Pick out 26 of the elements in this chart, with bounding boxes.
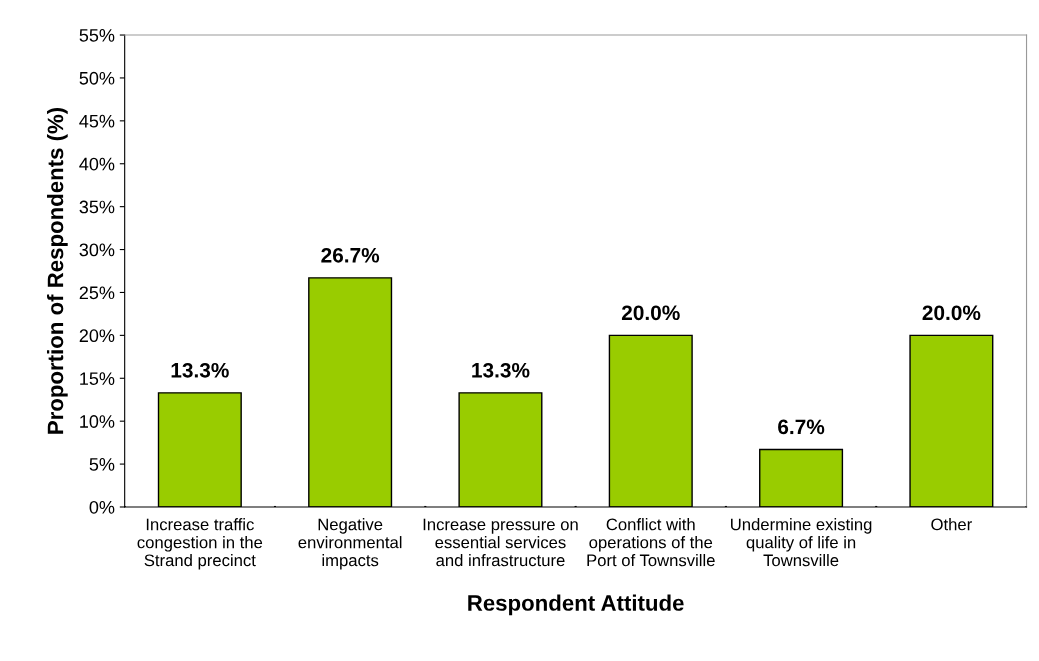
- x-tick-label: Conflict with operations of the Port of Townsville: [587, 518, 715, 567]
- y-tick-label: 45%: [79, 114, 115, 128]
- x-tick-label: Increase traffic congestion in the Strand precinct: [137, 518, 263, 570]
- y-tick-label: 40%: [79, 157, 115, 171]
- y-tick-label: 30%: [79, 243, 115, 257]
- data-label: 20.0%: [922, 305, 981, 321]
- x-tick-label: Other: [931, 518, 972, 531]
- y-tick-label: 25%: [79, 286, 115, 300]
- data-label: 6.7%: [778, 419, 825, 435]
- y-tick-label: 50%: [79, 71, 115, 85]
- data-label: 13.3%: [171, 362, 229, 378]
- y-tick-label: 5%: [89, 458, 115, 471]
- y-axis-title: Proportion of Respondents (%): [46, 107, 68, 434]
- x-tick-label: Undermine existing quality of life in Townsville: [731, 518, 872, 567]
- x-tick-label: Negative environmental impacts: [298, 518, 402, 570]
- x-tick-label: Increase pressure on essential services and infrastructure: [423, 518, 578, 567]
- y-tick-label: 0%: [89, 500, 115, 514]
- y-tick-label: 55%: [79, 29, 115, 42]
- y-tick-label: 20%: [79, 329, 115, 343]
- x-axis-title: Respondent Attitude: [468, 594, 684, 616]
- data-label: 20.0%: [621, 305, 680, 321]
- data-label: 13.3%: [472, 362, 530, 378]
- y-tick-label: 35%: [79, 200, 115, 214]
- data-label: 26.7%: [321, 247, 380, 263]
- y-tick-label: 15%: [80, 372, 115, 385]
- y-tick-label: 10%: [80, 415, 115, 428]
